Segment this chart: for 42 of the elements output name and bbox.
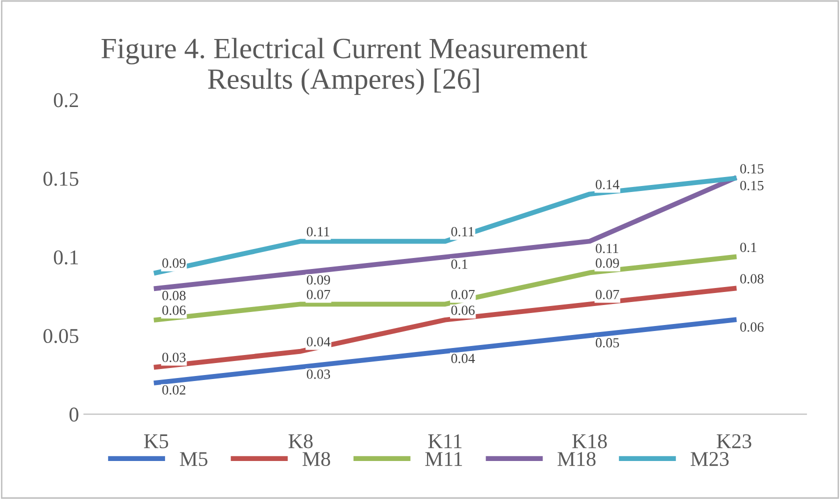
data-label: 0.1 xyxy=(740,242,756,252)
data-label: 0.08 xyxy=(162,290,186,300)
data-label: 0.09 xyxy=(596,258,619,268)
data-label: 0.1 xyxy=(451,259,468,269)
x-tick-label: K8 xyxy=(288,434,313,448)
legend-label: M8 xyxy=(302,452,330,466)
y-tick-label: 0 xyxy=(70,408,78,422)
data-label: 0.02 xyxy=(162,385,186,395)
data-label: 0.14 xyxy=(596,180,620,190)
data-label: 0.07 xyxy=(306,290,330,300)
x-tick-label: K23 xyxy=(716,434,752,448)
data-label: 0.06 xyxy=(162,306,186,316)
data-label: 0.11 xyxy=(596,244,618,254)
y-tick-label: 0.1 xyxy=(54,250,78,265)
data-label: 0.11 xyxy=(451,226,474,236)
data-label: 0.08 xyxy=(740,274,764,284)
legend-label: M18 xyxy=(558,452,596,466)
data-label: 0.15 xyxy=(740,164,764,174)
legend-label: M5 xyxy=(180,452,208,466)
x-tick-label: K18 xyxy=(572,434,607,448)
data-label: 0.15 xyxy=(740,180,764,190)
data-label: 0.09 xyxy=(162,258,186,268)
line-series xyxy=(154,317,737,386)
data-label: 0.09 xyxy=(306,275,330,285)
y-tick-label: 0.15 xyxy=(43,172,78,186)
data-label: 0.03 xyxy=(162,352,186,362)
x-tick-label: K5 xyxy=(144,434,168,448)
x-tick-label: K11 xyxy=(428,434,462,448)
data-label: 0.06 xyxy=(740,322,764,332)
data-label: 0.04 xyxy=(451,354,475,364)
data-label: 0.06 xyxy=(451,306,475,316)
data-label: 0.04 xyxy=(306,337,330,346)
legend-label: M11 xyxy=(425,452,462,466)
data-label: 0.07 xyxy=(596,290,620,300)
chart-title: Figure 4. Electrical Current Measurement Results (Amperes) [26] xyxy=(102,38,588,95)
data-label: 0.05 xyxy=(596,338,619,348)
y-tick-label: 0.05 xyxy=(43,328,78,344)
data-label: 0.03 xyxy=(306,370,330,379)
legend-label: M23 xyxy=(690,452,729,466)
data-label: 0.07 xyxy=(451,290,475,300)
data-label: 0.11 xyxy=(306,226,330,236)
y-tick-label: 0.2 xyxy=(54,93,78,108)
